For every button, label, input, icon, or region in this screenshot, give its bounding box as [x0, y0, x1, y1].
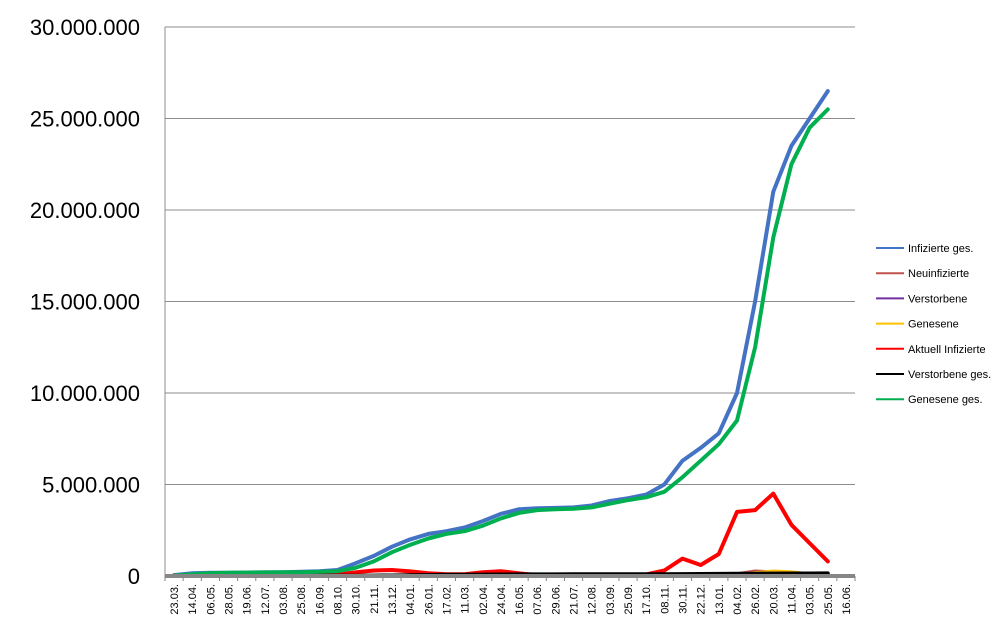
x-tick-label: 26.02. — [750, 584, 762, 615]
x-tick-label: 04.01. — [405, 584, 417, 615]
x-tick-label: 08.11. — [659, 584, 671, 614]
x-tick-label: 26.01. — [423, 584, 435, 615]
x-tick-label: 21.07. — [569, 584, 581, 615]
legend-label: Genesene ges. — [908, 394, 983, 406]
x-tick-label: 06.05. — [205, 584, 217, 615]
x-tick-label: 30.10. — [351, 584, 363, 615]
y-tick-label: 0 — [128, 564, 140, 589]
x-tick-label: 21.11. — [369, 584, 381, 614]
x-tick-label: 25.09. — [623, 584, 635, 615]
series-line-genesene-ges — [172, 107, 830, 578]
series-line-aktuell-infizierte — [172, 491, 830, 578]
y-tick-label: 15.000.000 — [30, 290, 140, 315]
x-tick-label: 17.10. — [641, 584, 653, 615]
x-tick-label: 02.04. — [478, 584, 490, 615]
x-tick-label: 08.10. — [333, 584, 345, 615]
series-line-infizierte-ges — [172, 89, 830, 578]
x-tick-label: 13.12. — [387, 584, 399, 615]
x-tick-label: 17.02. — [441, 584, 453, 615]
legend-label: Infizierte ges. — [908, 243, 973, 255]
legend-label: Neuinfizierte — [908, 268, 969, 280]
x-tick-label: 03.08. — [278, 584, 290, 615]
y-tick-label: 5.000.000 — [42, 473, 140, 498]
x-tick-label: 04.02. — [732, 584, 744, 615]
y-tick-label: 30.000.000 — [30, 15, 140, 40]
x-tick-label: 25.08. — [296, 584, 308, 615]
x-tick-label: 25.05. — [823, 584, 835, 615]
x-tick-label: 16.09. — [314, 584, 326, 615]
x-tick-label: 24.04. — [496, 584, 508, 615]
x-tick-label: 19.06. — [242, 584, 254, 615]
x-tick-label: 16.06. — [841, 584, 853, 615]
x-tick-label: 28.05. — [224, 584, 236, 615]
y-tick-label: 25.000.000 — [30, 107, 140, 132]
x-tick-label: 13.01. — [714, 584, 726, 615]
legend-label: Verstorbene — [908, 293, 967, 305]
x-tick-label: 11.03. — [460, 584, 472, 614]
x-tick-label: 11.04. — [786, 584, 798, 614]
x-tick-label: 16.05. — [514, 584, 526, 615]
y-tick-label: 10.000.000 — [30, 381, 140, 406]
x-tick-label: 03.05. — [805, 584, 817, 615]
x-tick-label: 03.09. — [605, 584, 617, 615]
x-tick-label: 29.06. — [550, 584, 562, 615]
x-tick-label: 12.08. — [587, 584, 599, 615]
legend-label: Aktuell Infizierte — [908, 344, 986, 356]
x-tick-label: 14.04. — [187, 584, 199, 615]
x-tick-label: 22.12. — [696, 584, 708, 615]
x-tick-label: 12.07. — [260, 584, 272, 615]
legend-label: Verstorbene ges. — [908, 369, 991, 381]
legend-label: Genesene — [908, 319, 959, 331]
x-tick-label: 23.03. — [169, 584, 181, 615]
x-tick-label: 30.11. — [678, 584, 690, 614]
x-tick-label: 07.06. — [532, 584, 544, 615]
x-tick-label: 20.03. — [768, 584, 780, 615]
y-tick-label: 20.000.000 — [30, 198, 140, 223]
